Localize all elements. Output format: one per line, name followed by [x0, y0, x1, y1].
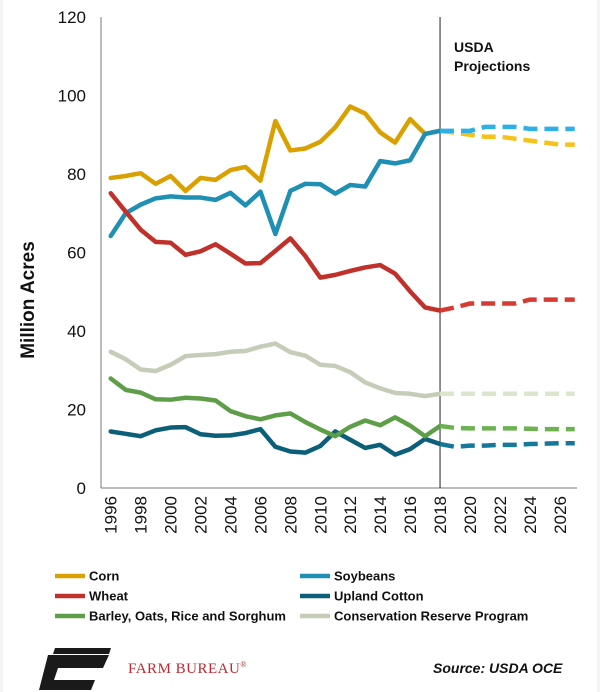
x-tick-label: 2006 — [251, 496, 270, 534]
farm-bureau-logo-icon — [39, 648, 111, 690]
series-barley-oats-rice-and-sorghum-projection — [439, 423, 575, 432]
legend-label: Corn — [89, 569, 119, 584]
y-tick-label: 0 — [77, 479, 86, 498]
legend-label: Barley, Oats, Rice and Sorghum — [89, 609, 286, 624]
y-tick-label: 80 — [67, 165, 86, 184]
x-tick-label: 1996 — [102, 496, 121, 534]
x-tick-label: 2000 — [162, 496, 181, 534]
x-tick-label: 2004 — [221, 496, 240, 534]
series-corn-projection — [439, 128, 575, 147]
x-tick-label: 2022 — [491, 496, 510, 534]
x-tick-label: 2016 — [401, 496, 420, 534]
legend-label: Soybeans — [334, 569, 395, 584]
series-layer — [108, 104, 575, 457]
series-corn-line — [108, 104, 443, 194]
chart-card: 0 20 40 60 80 100 120 1996 1998 2000 2002 2004 2006… — [3, 0, 597, 692]
source-note: Source: USDA OCE — [433, 660, 563, 676]
y-tick-label: 100 — [58, 87, 86, 106]
y-tick-label: 20 — [67, 401, 86, 420]
legend-item-upland-cotton: Upland Cotton — [300, 589, 424, 604]
series-upland-cotton-line — [108, 424, 443, 457]
y-axis-ticks: 0 20 40 60 80 100 120 — [58, 8, 86, 498]
x-tick-label: 2026 — [551, 496, 570, 534]
legend-label: Conservation Reserve Program — [334, 609, 528, 624]
farm-bureau-brand: FARM BUREAU® — [128, 660, 247, 677]
legend-item-barley-oats-rice-and-sorghum: Barley, Oats, Rice and Sorghum — [55, 609, 286, 624]
series-wheat-line — [108, 190, 443, 313]
y-tick-label: 60 — [67, 244, 86, 263]
y-axis-label: Million Acres — [18, 241, 39, 359]
series-barley-oats-rice-and-sorghum-line — [108, 376, 443, 439]
legend-item-soybeans: Soybeans — [300, 569, 395, 584]
projection-annotation: USDA Projections — [454, 39, 530, 74]
x-tick-label: 2010 — [311, 496, 330, 534]
series-soybeans-projection — [440, 124, 575, 134]
legend-item-wheat: Wheat — [55, 589, 129, 604]
series-wheat-projection — [439, 297, 575, 313]
x-tick-label: 2002 — [192, 496, 211, 534]
legend: Corn Soybeans Wheat Upland Cotton Barley, Oa… — [55, 569, 528, 624]
x-tick-label: 2012 — [341, 496, 360, 534]
legend-label: Wheat — [89, 589, 129, 604]
series-upland-cotton-projection — [439, 441, 575, 450]
x-tick-label: 2020 — [461, 496, 480, 534]
y-tick-label: 40 — [67, 322, 86, 341]
x-tick-label: 2018 — [431, 496, 450, 534]
x-tick-label: 1998 — [132, 496, 151, 534]
x-tick-label: 2008 — [281, 496, 300, 534]
legend-label: Upland Cotton — [334, 589, 424, 604]
legend-item-corn: Corn — [55, 569, 119, 584]
y-tick-label: 120 — [58, 8, 86, 27]
x-tick-label: 2014 — [371, 496, 390, 534]
legend-item-conservation-reserve-program: Conservation Reserve Program — [300, 609, 528, 624]
x-axis-ticks: 1996 1998 2000 2002 2004 2006 2008 2010 2012 2014… — [102, 496, 570, 534]
chart-svg: 0 20 40 60 80 100 120 1996 1998 2000 2002 2004 2006… — [18, 8, 577, 690]
series-conservation-reserve-program-line — [108, 341, 443, 399]
x-tick-label: 2024 — [521, 496, 540, 534]
series-soybeans-line — [108, 128, 443, 239]
